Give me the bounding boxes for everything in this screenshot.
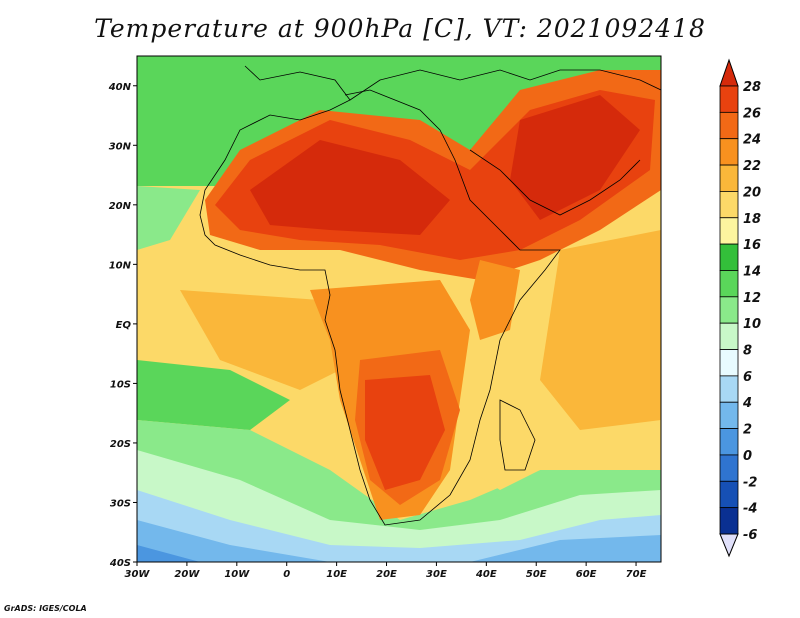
colorbar-label: 2 <box>743 423 752 438</box>
colorbar-segment <box>719 428 739 456</box>
x-tick-label: 40E <box>475 569 497 580</box>
colorbar-label: 26 <box>743 106 761 121</box>
colorbar-label: 12 <box>743 291 761 306</box>
colorbar-segment <box>719 217 739 245</box>
colorbar-bottom-arrow <box>719 533 739 558</box>
colorbar-segment <box>719 480 739 509</box>
x-tick-label: 20E <box>376 569 397 580</box>
colorbar-segment <box>719 111 739 140</box>
x-tick-label: 0 <box>283 569 290 580</box>
colorbar-segment <box>719 322 739 350</box>
credit-text: GrADS: IGES/COLA <box>4 604 87 613</box>
chart-title: Temperature at 900hPa [C], VT: 202109241… <box>94 14 706 43</box>
x-tick-label: 10W <box>224 569 250 580</box>
x-tick-label: 10E <box>326 569 347 580</box>
colorbar-segment <box>719 401 739 429</box>
colorbar-label: 10 <box>743 317 761 332</box>
x-tick-label: 30W <box>125 569 151 580</box>
coastlines <box>199 65 661 526</box>
x-tick-label: 20W <box>174 569 200 580</box>
colorbar-label: 8 <box>743 344 752 359</box>
colorbar-top-arrow <box>719 58 739 87</box>
x-tick-label: 30E <box>426 569 447 580</box>
colorbar-label: -4 <box>743 502 757 517</box>
colorbar-label: 22 <box>743 159 761 174</box>
colorbar-label: 0 <box>743 449 752 464</box>
x-tick-label: 60E <box>576 569 597 580</box>
x-tick-label: 50E <box>526 569 547 580</box>
colorbar-label: 24 <box>743 133 761 148</box>
colorbar-label: 28 <box>743 80 761 95</box>
temperature-field <box>137 56 661 562</box>
colorbar-label: 16 <box>743 238 761 253</box>
y-tick-label: 30N <box>109 141 132 152</box>
colorbar-segment <box>719 296 739 324</box>
colorbar-label: 6 <box>743 370 752 385</box>
colorbar-segment <box>719 138 739 166</box>
map-frame <box>136 55 662 563</box>
y-tick-label: EQ <box>116 320 132 331</box>
y-axis-ticks: 40N 30N 20N 10N EQ 10S 20S 30S 40S <box>108 82 137 569</box>
y-tick-label: 40S <box>109 558 131 569</box>
colorbar-segment <box>719 507 739 535</box>
colorbar-label: 18 <box>743 212 761 227</box>
y-tick-label: 20N <box>109 201 132 212</box>
colorbar-label: 4 <box>742 396 752 411</box>
colorbar-segment <box>719 454 739 482</box>
colorbar-segment <box>719 85 739 113</box>
x-tick-label: 70E <box>626 569 647 580</box>
x-axis-ticks: 30W 20W 10W 0 10E 20E 30E 40E 50E 60E 70E <box>125 562 647 580</box>
colorbar-segment <box>719 243 739 271</box>
colorbar-label: 14 <box>743 264 761 279</box>
colorbar-segment <box>719 270 739 298</box>
y-tick-label: 10S <box>110 379 131 390</box>
colorbar-segment <box>719 164 739 192</box>
colorbar-segment <box>719 191 739 219</box>
y-tick-label: 30S <box>110 498 131 509</box>
colorbar-label: -6 <box>743 528 757 543</box>
colorbar-label: 20 <box>743 185 761 200</box>
colorbar-label: -2 <box>743 475 757 490</box>
colorbar-segment <box>719 375 739 403</box>
y-tick-label: 20S <box>110 439 131 450</box>
colorbar-segment <box>719 349 739 377</box>
y-tick-label: 10N <box>109 260 132 271</box>
y-tick-label: 40N <box>108 82 132 93</box>
